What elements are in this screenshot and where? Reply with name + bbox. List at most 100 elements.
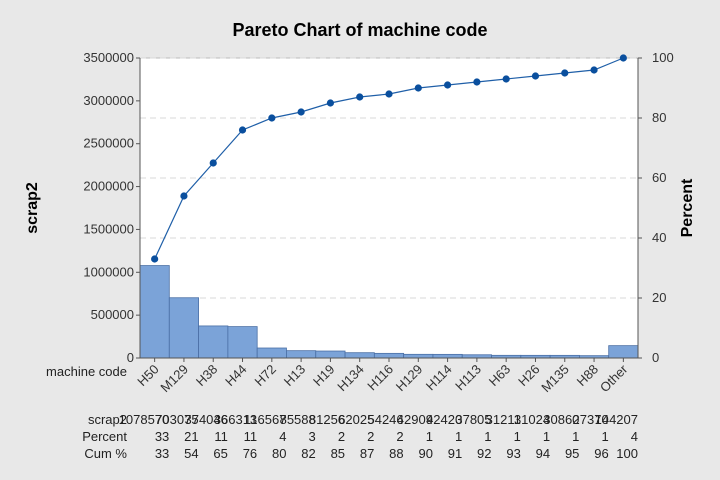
table-cum-percent-value: 94 (536, 446, 550, 461)
plot-area (139, 57, 639, 359)
table-percent-value: 1 (484, 429, 491, 444)
table-cum-percent-value: 87 (360, 446, 374, 461)
left-axis-tick-label: 3500000 (83, 50, 134, 65)
bar-h13 (286, 350, 317, 359)
cumulative-point-h113 (473, 78, 481, 86)
table-scrap2-value: 42909 (397, 412, 433, 427)
left-axis-tick-label: 1500000 (83, 221, 134, 236)
category-label-h44: H44 (222, 362, 249, 389)
table-scrap2-value: 81256 (309, 412, 345, 427)
table-scrap2-value: 62025 (338, 412, 374, 427)
x-axis-title: machine code (46, 364, 127, 379)
bar-h129 (403, 353, 434, 359)
cumulative-point-h26 (531, 72, 540, 80)
bar-other (608, 345, 639, 359)
table-row-label: Percent (82, 429, 127, 444)
chart-title: Pareto Chart of machine code (232, 20, 488, 40)
cumulative-point-m129 (180, 192, 188, 200)
table-percent-value: 4 (279, 429, 286, 444)
category-label-h129: H129 (393, 362, 426, 395)
table-row-label: scrap2 (88, 412, 127, 427)
category-label-h63: H63 (486, 362, 513, 389)
table-scrap2-value: 31211 (486, 412, 521, 427)
cumulative-point-h114 (443, 81, 452, 89)
cumulative-point-h134 (356, 93, 364, 101)
table-cum-percent-value: 95 (565, 446, 579, 461)
table-row-label: Cum % (84, 446, 127, 461)
right-axis-tick-label: 60 (652, 170, 666, 185)
bar-h72 (256, 347, 287, 359)
left-axis-tick-label: 500000 (91, 307, 134, 322)
table-cum-percent-value: 92 (477, 446, 491, 461)
cumulative-point-h88 (590, 66, 598, 74)
table-percent-value: 1 (514, 429, 521, 444)
table-cum-percent-value: 54 (184, 446, 198, 461)
table-scrap2-value: 37805 (455, 412, 491, 427)
left-axis-tick-label: 3000000 (83, 93, 134, 108)
bar-h114 (432, 353, 463, 359)
table-percent-value: 1 (543, 429, 550, 444)
category-label-h116: H116 (364, 362, 396, 394)
table-percent-value: 1 (572, 429, 579, 444)
right-axis-tick-label: 0 (652, 350, 659, 365)
table-scrap2-value: 31024 (514, 412, 550, 427)
table-scrap2-value: 703075 (155, 412, 198, 427)
table-cum-percent-value: 90 (418, 446, 432, 461)
cumulative-point-other (619, 54, 627, 62)
category-label-h113: H113 (452, 362, 484, 394)
category-label-h114: H114 (423, 362, 455, 394)
cumulative-point-h63 (502, 75, 510, 83)
table-cum-percent-value: 85 (331, 446, 345, 461)
table-cum-percent-value: 88 (389, 446, 403, 461)
category-label-h13: H13 (281, 362, 308, 389)
category-label-h134: H134 (334, 362, 367, 395)
bar-h50 (139, 265, 170, 359)
cumulative-point-m135 (561, 69, 569, 77)
right-axis-tick-label: 100 (652, 50, 674, 65)
table-cum-percent-value: 80 (272, 446, 286, 461)
category-label-h38: H38 (193, 362, 220, 389)
right-axis-tick-label: 40 (652, 230, 666, 245)
table-cum-percent-value: 93 (506, 446, 520, 461)
table-scrap2-value: 374046 (184, 412, 227, 427)
table-cum-percent-value: 76 (243, 446, 257, 461)
table-cum-percent-value: 100 (616, 446, 638, 461)
cumulative-point-h44 (238, 126, 247, 134)
left-axis-tick-label: 2500000 (83, 136, 134, 151)
left-axis-tick-label: 0 (127, 350, 134, 365)
cumulative-point-h116 (385, 90, 393, 98)
table-percent-value: 2 (338, 429, 345, 444)
table-percent-value: 21 (184, 429, 198, 444)
bar-h116 (373, 352, 405, 359)
right-axis-tick-label: 80 (652, 110, 666, 125)
left-axis-tick-label: 1000000 (83, 264, 134, 279)
table-scrap2-value: 366313 (214, 412, 257, 427)
cumulative-point-h50 (151, 255, 159, 263)
table-percent-value: 1 (455, 429, 462, 444)
bar-h38 (198, 325, 229, 359)
right-axis-tick-label: 20 (652, 290, 666, 305)
table-cum-percent-value: 33 (155, 446, 169, 461)
table-percent-value: 4 (631, 429, 638, 444)
table-percent-value: 11 (214, 429, 228, 444)
table-percent-value: 33 (155, 429, 169, 444)
table-percent-value: 1 (601, 429, 608, 444)
table-percent-value: 11 (244, 429, 258, 444)
cumulative-point-h129 (414, 84, 422, 92)
cumulative-point-h72 (268, 114, 276, 122)
table-scrap2-value: 30860 (543, 412, 579, 427)
bar-h44 (227, 326, 258, 359)
table-cum-percent-value: 65 (213, 446, 227, 461)
table-cum-percent-value: 82 (301, 446, 315, 461)
left-axis-tick-label: 2000000 (83, 179, 134, 194)
y-axis-title: scrap2 (24, 182, 41, 234)
table-scrap2-value: 54246 (367, 412, 403, 427)
table-scrap2-value: 116567 (244, 412, 286, 427)
table-scrap2-value: 42420 (426, 412, 462, 427)
cumulative-point-h38 (209, 159, 217, 167)
cumulative-point-h13 (297, 108, 305, 116)
category-label-m129: M129 (157, 362, 191, 396)
table-cum-percent-value: 91 (448, 446, 462, 461)
y2-axis-title: Percent (679, 178, 696, 237)
